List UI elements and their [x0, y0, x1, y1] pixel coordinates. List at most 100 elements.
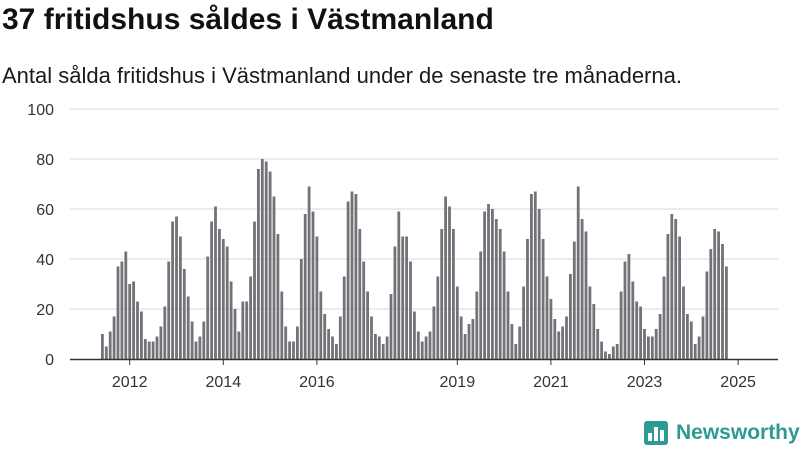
bar [389, 294, 393, 359]
bar [101, 334, 104, 359]
bar [483, 211, 487, 359]
bar [506, 291, 510, 359]
bar [588, 286, 592, 359]
bar [198, 336, 202, 359]
bar [335, 344, 338, 359]
bar [631, 281, 635, 359]
bar [292, 341, 295, 359]
bar [662, 276, 666, 359]
bar [237, 331, 241, 359]
bar [650, 336, 654, 359]
bar [182, 269, 186, 359]
bar [705, 271, 709, 359]
bar [455, 286, 459, 359]
bar [576, 186, 580, 359]
bar [370, 316, 373, 359]
x-tick-label: 2021 [533, 374, 569, 391]
bar [627, 254, 631, 359]
bar [233, 309, 237, 359]
bar [647, 336, 650, 359]
bar [377, 336, 381, 359]
bar [611, 346, 615, 359]
bar [658, 314, 662, 359]
bar [549, 299, 553, 359]
bar [303, 214, 307, 359]
bar [557, 331, 561, 359]
bar [643, 329, 646, 359]
bar [354, 194, 358, 359]
bar [272, 196, 276, 359]
y-tick-label: 80 [36, 152, 54, 169]
bar [487, 204, 490, 359]
bar [140, 311, 143, 359]
bar [709, 249, 713, 359]
bar [475, 291, 479, 359]
bar [331, 336, 334, 359]
bar [639, 306, 643, 359]
bar [533, 191, 537, 359]
bar [374, 334, 377, 359]
bar [151, 341, 155, 359]
bar [491, 209, 494, 359]
bar [143, 339, 147, 359]
bar [682, 286, 685, 359]
bar [104, 346, 108, 359]
bar [444, 196, 448, 359]
bar [409, 261, 412, 359]
newsworthy-logo-icon [644, 421, 668, 445]
bar [299, 259, 303, 359]
bar [323, 314, 327, 359]
bar [518, 326, 522, 359]
bar [338, 316, 342, 359]
bar [128, 284, 132, 359]
x-tick-label: 2025 [720, 374, 756, 391]
newsworthy-brand[interactable]: Newsworthy [644, 418, 800, 448]
x-tick-label: 2016 [299, 374, 335, 391]
bar [416, 331, 420, 359]
bar [179, 236, 182, 359]
bar [467, 324, 471, 359]
bar [245, 301, 249, 359]
y-axis-ticks: 0 20 40 60 80 100 [27, 102, 54, 369]
bar [397, 211, 401, 359]
bar [276, 234, 280, 359]
bar [366, 291, 370, 359]
bar [541, 239, 545, 359]
x-tick-label: 2014 [206, 374, 242, 391]
bar [249, 276, 253, 359]
bar [448, 206, 451, 359]
bar [241, 301, 245, 359]
y-tick-label: 60 [36, 202, 54, 219]
annotation-halo: 37 [729, 0, 747, 4]
bar [693, 344, 697, 359]
bar [623, 261, 627, 359]
bar [537, 209, 541, 359]
bar [413, 311, 416, 359]
bar [717, 231, 721, 359]
chart-title: 37 fritidshus såldes i Västmanland [2, 3, 494, 36]
bar [689, 321, 693, 359]
bar [194, 341, 198, 359]
bar [580, 219, 584, 359]
y-tick-label: 20 [36, 302, 54, 319]
bar [206, 256, 210, 359]
bar [565, 316, 568, 359]
bar [498, 229, 502, 359]
bar [253, 221, 256, 359]
bar [315, 236, 319, 359]
annotation-label: 37 [729, 0, 747, 4]
bar [214, 206, 217, 359]
bar [666, 234, 670, 359]
bar [678, 236, 682, 359]
bar [604, 351, 607, 359]
bar [120, 261, 124, 359]
bar [405, 236, 409, 359]
bar [225, 246, 229, 359]
bar [584, 231, 588, 359]
bar [596, 329, 600, 359]
bar [608, 354, 611, 359]
bar [381, 344, 385, 359]
x-tick-label: 2012 [112, 374, 148, 391]
bar [186, 296, 190, 359]
bar [697, 336, 701, 359]
